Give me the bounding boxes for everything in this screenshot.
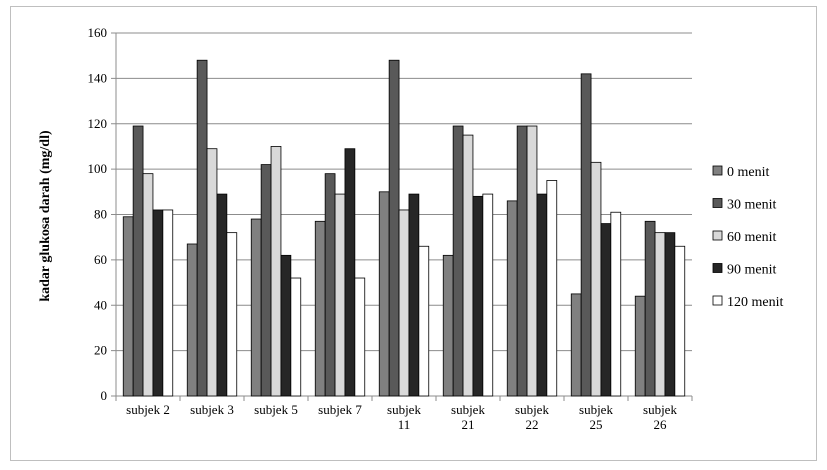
bar: [546, 180, 558, 397]
bar: [314, 220, 326, 397]
x-category-label: 11: [398, 417, 411, 432]
legend-swatch: [712, 295, 723, 306]
bar: [600, 223, 612, 397]
y-tick-label: 100: [88, 161, 108, 176]
bar: [516, 125, 528, 397]
x-category-labels: subjek 2 subjek 3 subjek 5 subjek 7 subjek11…: [126, 402, 677, 432]
y-tick-label: 120: [88, 116, 108, 131]
bar: [226, 232, 238, 397]
bar: [452, 125, 464, 397]
bar: [334, 193, 346, 397]
legend: 0 menit 30 menit 60 menit 90 menit 120 menit: [712, 165, 783, 310]
bar: [290, 277, 302, 397]
y-tick-label: 160: [88, 25, 108, 40]
bar: [162, 209, 174, 397]
legend-swatch: [712, 198, 723, 208]
legend-label: 30 menit: [727, 198, 776, 213]
bar: [526, 125, 538, 397]
x-category-label: 25: [590, 417, 603, 432]
bar: [216, 193, 228, 397]
bar: [472, 195, 484, 397]
bar: [506, 200, 518, 397]
x-category-label: subjek 5: [254, 402, 298, 417]
x-category-label: 21: [462, 417, 475, 432]
legend-label: 90 menit: [727, 263, 776, 278]
x-category-label: 26: [654, 417, 668, 432]
bar: [280, 254, 292, 397]
bar: [206, 148, 218, 397]
x-category-label: 22: [526, 417, 539, 432]
bar: [354, 277, 366, 397]
legend-swatch: [712, 263, 723, 273]
legend-label: 120 menit: [727, 295, 783, 310]
x-category-label: subjek 7: [318, 402, 362, 417]
legend-swatch: [712, 230, 723, 241]
x-category-label: subjek: [643, 402, 677, 417]
bar: [462, 134, 474, 397]
y-tick-labels: 0 20 40 60 80 100 120 140 160: [88, 25, 108, 403]
bar: [442, 254, 454, 397]
y-axis-label: kadar glukosa darah (mg/dl): [38, 130, 53, 302]
x-category-label: subjek: [515, 402, 549, 417]
bar: [674, 245, 686, 397]
legend-label: 0 menit: [727, 165, 769, 180]
x-category-label: subjek 2: [126, 402, 170, 417]
bar: [590, 161, 602, 397]
y-tick-label: 140: [88, 70, 108, 85]
x-category-label: subjek 3: [190, 402, 234, 417]
legend-swatch: [712, 165, 723, 176]
bar: [664, 232, 676, 397]
y-tick-label: 40: [94, 297, 107, 312]
bar: [122, 216, 134, 397]
bar: [324, 173, 336, 397]
y-tick-label: 80: [94, 207, 107, 222]
bar: [196, 59, 208, 397]
bar: [260, 164, 272, 397]
bar: [152, 209, 164, 397]
bar: [580, 73, 592, 397]
bar: [142, 173, 154, 397]
bar: [132, 125, 144, 397]
bar: [536, 193, 548, 397]
x-category-label: subjek: [387, 402, 421, 417]
bar: [634, 295, 646, 397]
y-tick-label: 60: [94, 252, 107, 267]
legend-label: 60 menit: [727, 230, 776, 245]
bar: [482, 193, 494, 397]
x-category-label: subjek: [451, 402, 485, 417]
bars: [122, 59, 686, 397]
bar: [398, 209, 410, 397]
bar: [388, 59, 400, 397]
x-category-label: subjek: [579, 402, 613, 417]
y-tick-label: 0: [101, 388, 108, 403]
bar: [186, 243, 198, 397]
bar: [654, 232, 666, 397]
bar: [270, 146, 282, 397]
bar: [250, 218, 262, 397]
bar: [610, 211, 622, 397]
bar: [378, 191, 390, 397]
bar: [408, 193, 420, 397]
bar: [344, 148, 356, 397]
bar: [644, 220, 656, 397]
bar: [418, 245, 430, 397]
y-tick-label: 20: [94, 343, 107, 358]
bar: [570, 293, 582, 397]
